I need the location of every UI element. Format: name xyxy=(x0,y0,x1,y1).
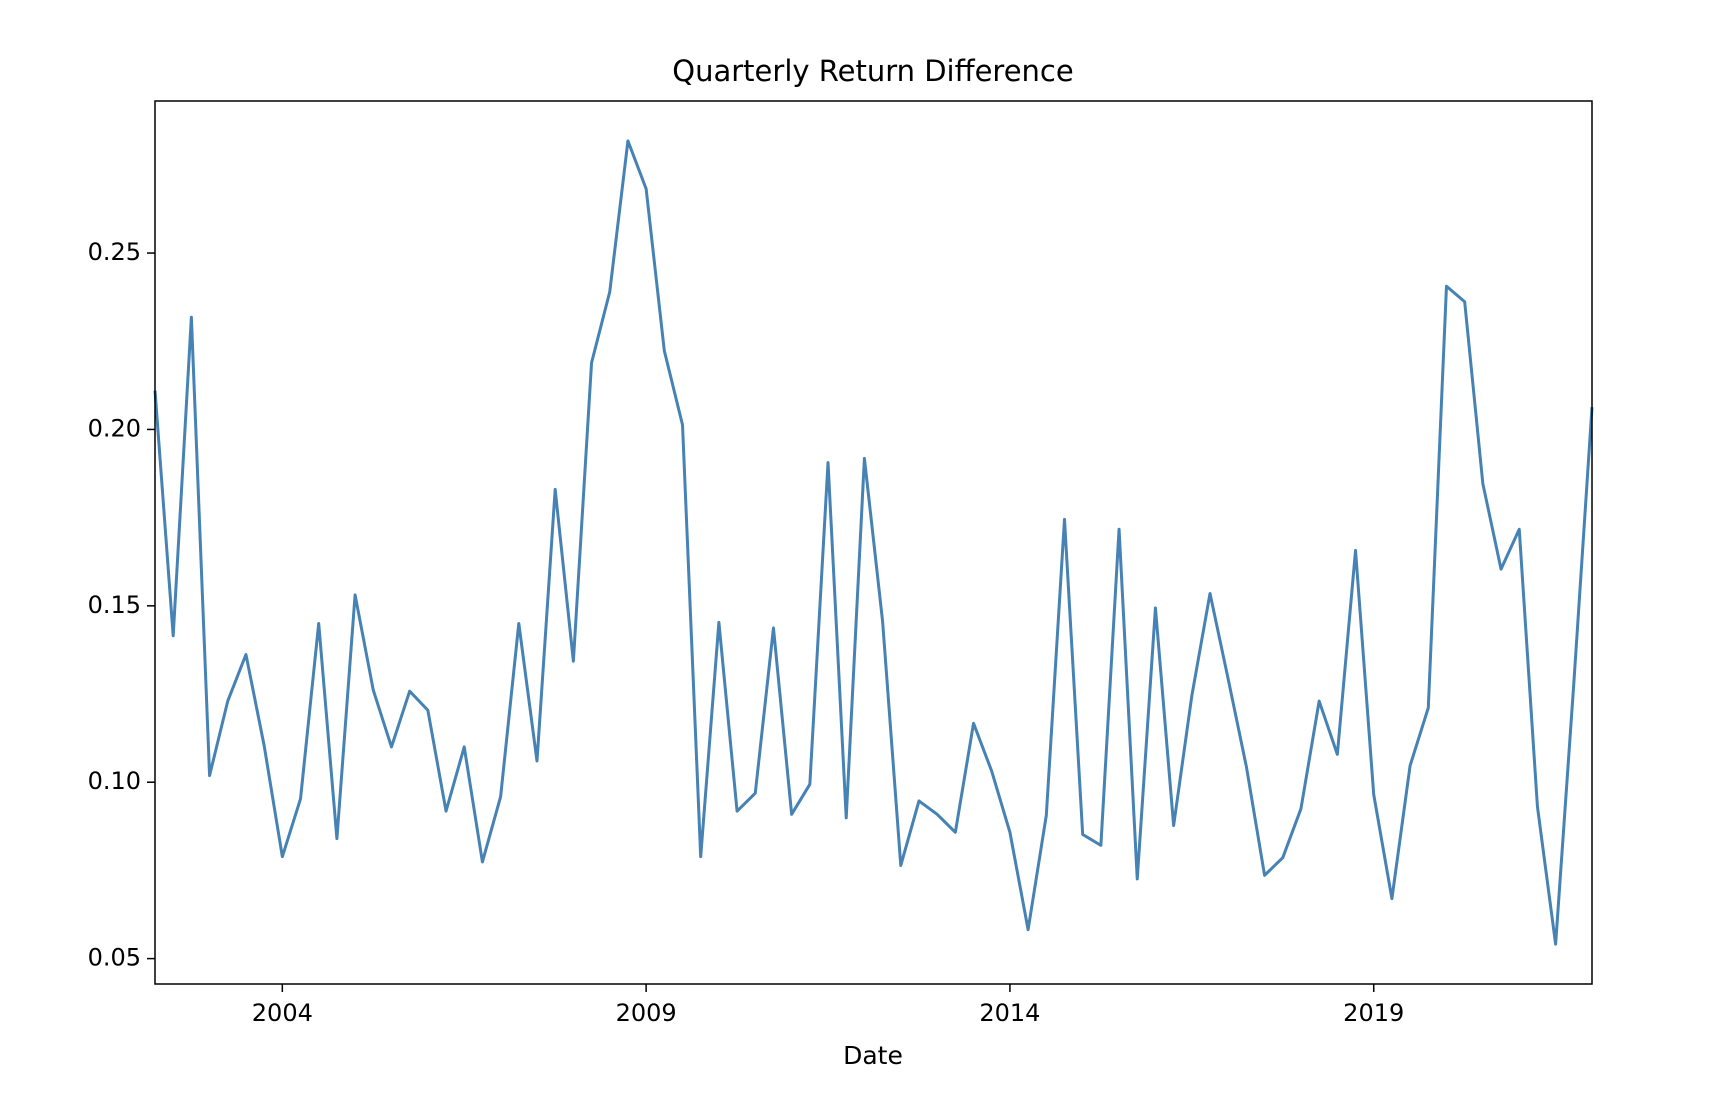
line xyxy=(153,139,1594,946)
y-tick-label: 0.20 xyxy=(88,414,141,442)
x-axis-label: Date xyxy=(843,1041,903,1070)
y-tick-label: 0.05 xyxy=(88,944,141,972)
plot-frame xyxy=(154,100,1593,985)
x-tick-label: 2004 xyxy=(252,999,313,1027)
x-tick-label: 2014 xyxy=(979,999,1040,1027)
y-tick-label: 0.15 xyxy=(88,591,141,619)
chart-title: Quarterly Return Difference xyxy=(672,54,1073,88)
x-tick-label: 2019 xyxy=(1343,999,1404,1027)
x-tick-label: 2009 xyxy=(616,999,677,1027)
y-tick-label: 0.25 xyxy=(88,238,141,266)
y-tick-label: 0.10 xyxy=(88,767,141,795)
